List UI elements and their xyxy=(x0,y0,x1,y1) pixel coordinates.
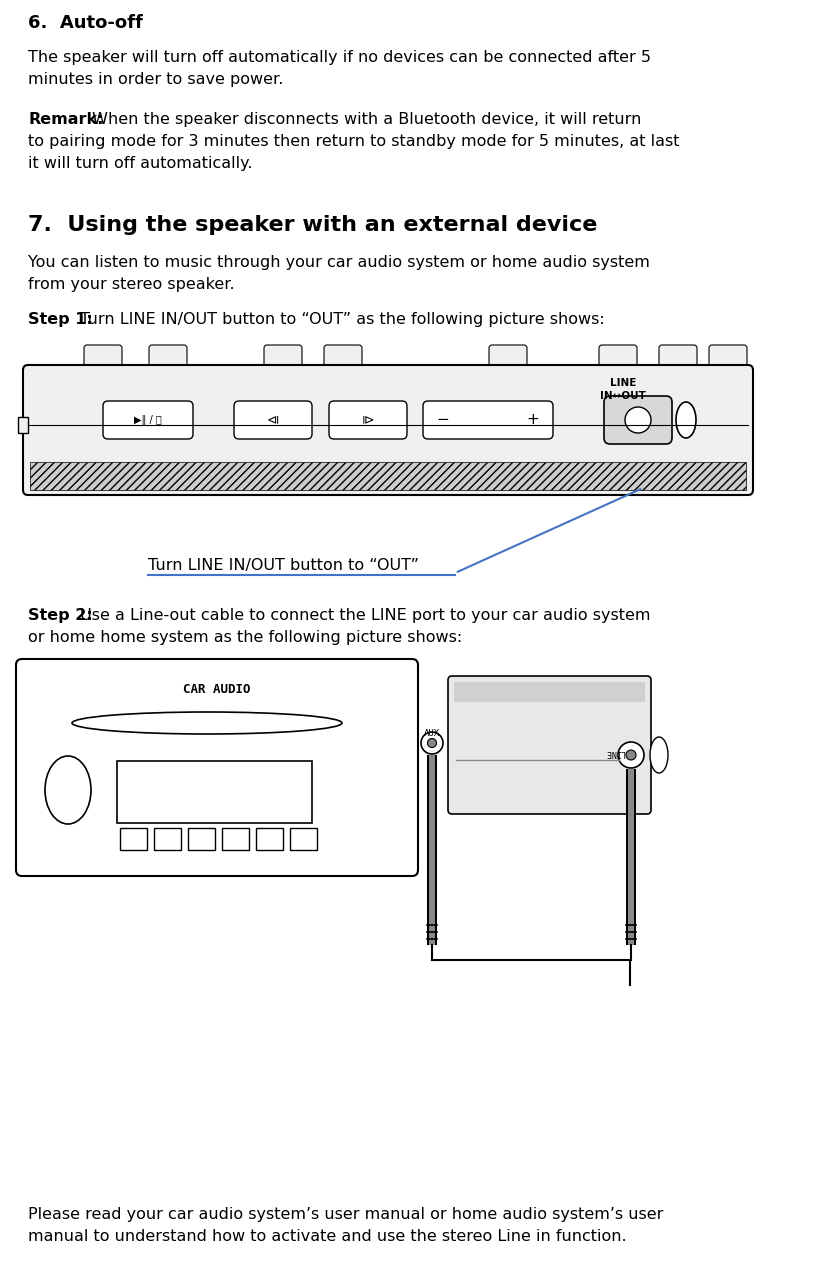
Text: −: − xyxy=(437,413,450,427)
Circle shape xyxy=(625,407,651,432)
Ellipse shape xyxy=(650,737,668,773)
Bar xyxy=(429,755,435,945)
Bar xyxy=(256,828,283,849)
FancyBboxPatch shape xyxy=(149,345,187,373)
Text: You can listen to music through your car audio system or home audio system: You can listen to music through your car… xyxy=(28,255,650,270)
Text: LINE: LINE xyxy=(610,378,637,387)
FancyBboxPatch shape xyxy=(234,402,312,439)
Text: When the speaker disconnects with a Bluetooth device, it will return: When the speaker disconnects with a Blue… xyxy=(87,112,641,127)
FancyBboxPatch shape xyxy=(423,402,553,439)
Bar xyxy=(117,761,312,822)
Bar xyxy=(120,828,147,849)
Text: Remark:: Remark: xyxy=(28,112,103,127)
Text: ⧐: ⧐ xyxy=(362,413,374,426)
Bar xyxy=(626,770,636,945)
Text: from your stereo speaker.: from your stereo speaker. xyxy=(28,277,235,292)
Circle shape xyxy=(618,743,644,768)
Text: The speaker will turn off automatically if no devices can be connected after 5: The speaker will turn off automatically … xyxy=(28,50,651,66)
Ellipse shape xyxy=(72,712,342,734)
Bar xyxy=(628,770,634,945)
Circle shape xyxy=(428,739,437,748)
FancyBboxPatch shape xyxy=(324,345,362,373)
FancyBboxPatch shape xyxy=(84,345,122,373)
FancyBboxPatch shape xyxy=(16,659,418,876)
FancyBboxPatch shape xyxy=(709,345,747,373)
Text: Step 1:: Step 1: xyxy=(28,311,93,327)
FancyBboxPatch shape xyxy=(103,402,193,439)
Text: or home home system as the following picture shows:: or home home system as the following pic… xyxy=(28,631,463,645)
Bar xyxy=(188,828,215,849)
Text: Please read your car audio system’s user manual or home audio system’s user: Please read your car audio system’s user… xyxy=(28,1207,663,1221)
Bar xyxy=(454,682,645,701)
Text: Use a Line-out cable to connect the LINE port to your car audio system: Use a Line-out cable to connect the LINE… xyxy=(75,607,650,623)
Text: Turn LINE IN/OUT button to “OUT” as the following picture shows:: Turn LINE IN/OUT button to “OUT” as the … xyxy=(75,311,605,327)
FancyBboxPatch shape xyxy=(329,402,407,439)
Text: 7.  Using the speaker with an external device: 7. Using the speaker with an external de… xyxy=(28,215,598,236)
FancyBboxPatch shape xyxy=(23,366,753,495)
Text: IN↔OUT: IN↔OUT xyxy=(600,391,646,402)
Text: LINE: LINE xyxy=(605,748,625,757)
FancyBboxPatch shape xyxy=(448,676,651,813)
Bar xyxy=(222,828,249,849)
Ellipse shape xyxy=(45,755,91,824)
Text: 6.  Auto-off: 6. Auto-off xyxy=(28,14,143,32)
Text: Turn LINE IN/OUT button to “OUT”: Turn LINE IN/OUT button to “OUT” xyxy=(148,559,419,573)
Text: ⧏: ⧏ xyxy=(267,413,279,426)
FancyBboxPatch shape xyxy=(599,345,637,373)
Text: minutes in order to save power.: minutes in order to save power. xyxy=(28,72,284,88)
Text: it will turn off automatically.: it will turn off automatically. xyxy=(28,156,253,171)
Text: ▶‖ / ⏻: ▶‖ / ⏻ xyxy=(134,414,162,425)
Bar xyxy=(18,417,28,432)
Text: CAR AUDIO: CAR AUDIO xyxy=(183,683,250,696)
Bar xyxy=(154,828,181,849)
Text: to pairing mode for 3 minutes then return to standby mode for 5 minutes, at last: to pairing mode for 3 minutes then retur… xyxy=(28,134,680,149)
Text: +: + xyxy=(527,413,539,427)
Ellipse shape xyxy=(676,402,696,438)
Circle shape xyxy=(626,750,636,761)
Bar xyxy=(30,462,746,490)
FancyBboxPatch shape xyxy=(264,345,302,373)
Text: AUX: AUX xyxy=(424,728,440,737)
Bar xyxy=(290,828,317,849)
Text: manual to understand how to activate and use the stereo Line in function.: manual to understand how to activate and… xyxy=(28,1229,627,1245)
FancyBboxPatch shape xyxy=(659,345,697,373)
FancyBboxPatch shape xyxy=(604,396,672,444)
Circle shape xyxy=(421,732,443,754)
Bar xyxy=(427,755,437,945)
FancyBboxPatch shape xyxy=(489,345,527,373)
Text: Step 2:: Step 2: xyxy=(28,607,93,623)
